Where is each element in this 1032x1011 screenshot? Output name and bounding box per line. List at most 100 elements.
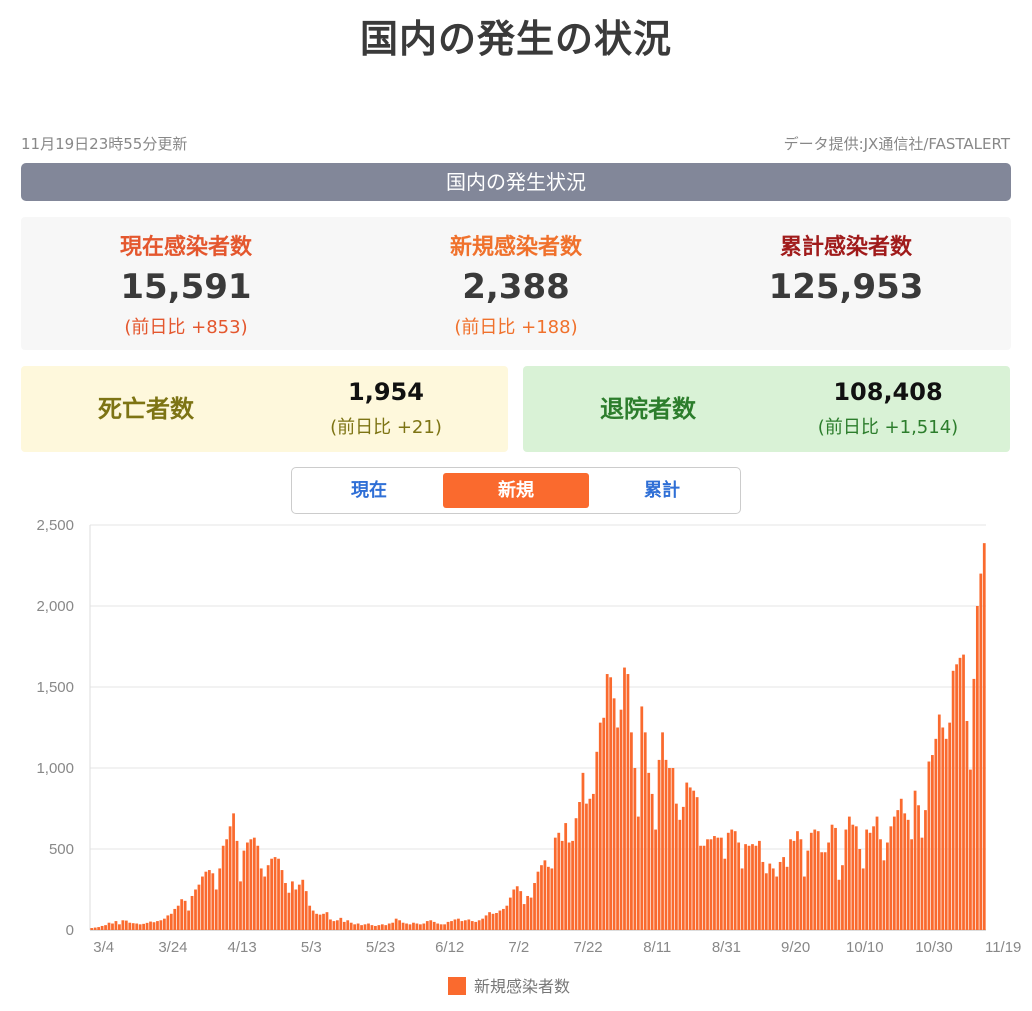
bar	[896, 810, 900, 930]
x-tick-label: 8/11	[643, 939, 671, 956]
bar	[118, 924, 121, 930]
y-tick-label: 1,500	[36, 679, 74, 696]
bar	[671, 768, 675, 930]
bar	[211, 873, 215, 930]
bar	[463, 920, 467, 930]
bar	[121, 920, 125, 930]
bar	[872, 826, 875, 930]
y-tick-label: 2,000	[36, 598, 74, 615]
bar	[761, 861, 765, 930]
bar	[346, 920, 350, 930]
bar	[294, 889, 298, 930]
bar	[886, 842, 889, 930]
bar	[927, 761, 931, 930]
bar	[398, 920, 402, 930]
bar	[491, 913, 495, 930]
bar	[259, 868, 263, 930]
x-tick-label: 9/20	[781, 939, 810, 956]
bar	[934, 738, 938, 930]
bar	[93, 927, 97, 930]
bar	[633, 768, 637, 930]
tab-total[interactable]: 累計	[644, 480, 680, 501]
bar	[650, 793, 654, 930]
stats-panel: 現在感染者数 15,591 (前日比 +853) 新規感染者数 2,388 (前…	[21, 217, 1011, 350]
bar	[581, 772, 585, 930]
bar	[937, 714, 941, 930]
bar	[142, 923, 146, 930]
bar	[218, 868, 222, 930]
deaths-panel: 死亡者数 1,954 (前日比 +21)	[21, 366, 508, 452]
bar	[543, 860, 547, 930]
bar	[429, 920, 433, 930]
x-tick-label: 7/22	[573, 939, 602, 956]
new-cases-chart: 0 500 1,000 1,500 2,000 2,500 3/4 3/24 4/13 5/3 5/…	[36, 517, 1021, 956]
bar	[913, 790, 917, 930]
bar	[830, 824, 834, 930]
bar	[190, 895, 194, 930]
bar	[342, 921, 346, 930]
bar	[374, 925, 377, 930]
bar	[557, 832, 561, 930]
bar	[152, 922, 156, 930]
bar	[394, 918, 398, 930]
bar	[630, 732, 633, 930]
bar	[948, 722, 952, 930]
bar	[882, 860, 886, 930]
bar	[851, 824, 855, 930]
bar	[702, 845, 706, 930]
bar	[384, 925, 388, 930]
stat-new-diff: (前日比 +188)	[454, 317, 578, 338]
updated-time: 11月19日23時55分更新	[21, 135, 188, 153]
bar	[892, 816, 896, 930]
bar	[249, 839, 253, 930]
bar	[799, 839, 803, 930]
bar	[228, 826, 232, 930]
bar	[657, 759, 661, 930]
x-tick-label: 5/23	[366, 939, 395, 956]
bar	[526, 895, 530, 930]
bar	[930, 755, 934, 930]
bar	[709, 839, 713, 930]
tab-new[interactable]: 新規	[443, 473, 589, 508]
bar	[899, 798, 903, 930]
bar	[785, 866, 789, 930]
bar	[841, 865, 844, 930]
bar	[308, 905, 312, 930]
bar	[90, 928, 94, 930]
bar	[522, 904, 526, 930]
bar	[744, 844, 747, 930]
bar	[329, 919, 332, 930]
bar	[180, 899, 184, 930]
y-tick-label: 500	[49, 841, 74, 858]
bar	[418, 924, 422, 930]
bar	[906, 819, 910, 930]
bar	[325, 912, 329, 930]
bar	[252, 837, 256, 930]
bar	[636, 816, 640, 930]
bar	[699, 845, 702, 930]
bar	[858, 849, 862, 930]
bar	[962, 654, 965, 930]
bar	[415, 923, 419, 930]
bar	[533, 883, 536, 930]
bar	[816, 831, 820, 930]
bar	[875, 816, 879, 930]
bar	[982, 543, 986, 930]
data-source: データ提供:JX通信社/FASTALERT	[783, 135, 1010, 153]
bar	[944, 738, 948, 930]
bar	[131, 923, 135, 930]
x-tick-label: 3/24	[158, 939, 187, 956]
bar	[737, 842, 741, 930]
bar	[114, 921, 118, 930]
x-tick-label: 3/4	[93, 939, 114, 956]
bar	[664, 759, 668, 930]
bar	[443, 924, 446, 930]
stat-new-label: 新規感染者数	[449, 235, 582, 260]
bar	[951, 670, 955, 930]
bar	[156, 921, 159, 930]
tab-current[interactable]: 現在	[351, 480, 387, 501]
bar	[619, 709, 623, 930]
recovered-diff: (前日比 +1,514)	[817, 417, 959, 438]
bar	[924, 810, 927, 930]
bar	[387, 923, 391, 930]
